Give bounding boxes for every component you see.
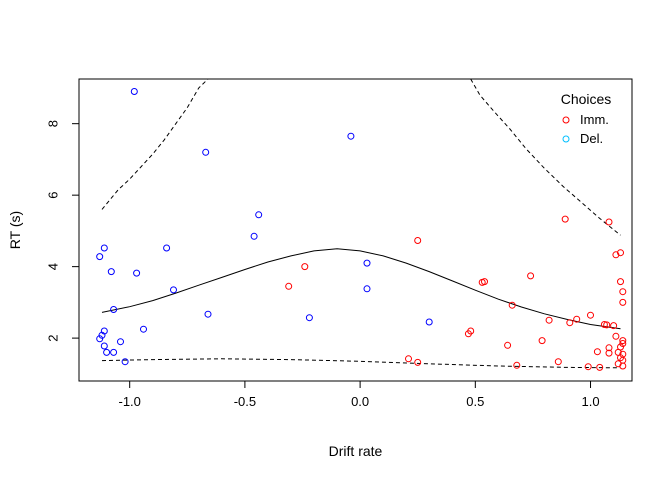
point-del-8 <box>110 348 118 356</box>
dashed-curve-3 <box>101 358 621 369</box>
point-del-6 <box>103 348 111 356</box>
point-imm-30 <box>612 332 620 340</box>
solid-curve-0 <box>101 248 621 330</box>
legend: Choices Imm. Del. <box>561 91 612 146</box>
point-imm-10 <box>508 301 516 309</box>
legend-title: Choices <box>561 91 612 107</box>
point-imm-16 <box>561 215 569 223</box>
x-tick-label: -0.5 <box>234 394 256 409</box>
point-imm-24 <box>603 321 611 329</box>
y-axis: 2 4 6 8 <box>46 120 80 342</box>
legend-entry-label: Del. <box>580 131 603 146</box>
point-imm-6 <box>467 327 475 335</box>
x-tick-label: 1.0 <box>581 394 599 409</box>
point-del-12 <box>130 88 138 95</box>
point-del-17 <box>202 148 210 156</box>
point-imm-19 <box>584 363 592 371</box>
point-imm-9 <box>504 341 512 349</box>
fitted-curves <box>101 79 621 369</box>
point-imm-27 <box>605 218 613 226</box>
y-tick-label: 8 <box>46 120 61 127</box>
legend-marker <box>562 116 570 124</box>
point-del-22 <box>347 132 355 140</box>
point-imm-33 <box>617 343 624 351</box>
point-del-9 <box>110 306 118 313</box>
point-del-18 <box>204 310 212 318</box>
point-del-10 <box>117 338 124 346</box>
point-del-25 <box>425 318 433 326</box>
point-imm-42 <box>619 298 627 306</box>
x-tick-label: 0.0 <box>351 394 369 409</box>
point-imm-28 <box>610 322 618 330</box>
point-imm-26 <box>605 349 613 357</box>
x-tick-label: -1.0 <box>118 394 140 409</box>
point-del-19 <box>250 232 258 240</box>
point-del-23 <box>363 259 371 267</box>
point-del-4 <box>100 327 108 335</box>
point-imm-0 <box>285 282 293 290</box>
point-imm-12 <box>527 272 535 280</box>
point-del-15 <box>163 244 171 252</box>
point-del-0 <box>96 253 104 261</box>
point-imm-11 <box>513 361 521 369</box>
x-axis: -1.0 -0.5 0.0 0.5 1.0 <box>118 380 600 409</box>
point-del-1 <box>96 335 104 343</box>
point-del-13 <box>133 269 141 277</box>
point-del-14 <box>140 325 147 333</box>
point-imm-8 <box>481 278 488 286</box>
point-imm-20 <box>587 311 594 319</box>
point-imm-18 <box>573 315 581 323</box>
x-axis-label: Drift rate <box>329 443 383 459</box>
data-points <box>96 88 627 371</box>
point-del-24 <box>363 285 371 293</box>
point-imm-17 <box>566 319 574 327</box>
y-tick-label: 4 <box>46 263 61 270</box>
point-del-11 <box>121 358 129 366</box>
point-imm-14 <box>545 316 553 324</box>
point-imm-43 <box>619 362 627 370</box>
x-tick-label: 0.5 <box>466 394 484 409</box>
point-imm-21 <box>593 348 601 356</box>
y-axis-label: RT (s) <box>7 211 23 249</box>
point-imm-25 <box>605 344 613 352</box>
dashed-curve-1 <box>101 79 209 210</box>
legend-marker <box>562 135 570 143</box>
point-del-16 <box>170 286 177 294</box>
point-imm-4 <box>414 237 422 244</box>
point-imm-15 <box>554 358 562 366</box>
point-del-21 <box>305 314 313 322</box>
point-del-3 <box>100 342 108 350</box>
point-imm-40 <box>619 337 627 345</box>
point-imm-13 <box>538 337 546 345</box>
point-imm-37 <box>619 340 627 347</box>
point-imm-22 <box>596 363 604 371</box>
point-imm-1 <box>301 263 309 271</box>
point-imm-2 <box>405 355 412 363</box>
y-tick-label: 6 <box>46 192 61 199</box>
point-imm-35 <box>617 249 624 257</box>
point-imm-41 <box>619 288 627 296</box>
point-del-7 <box>107 268 115 276</box>
plot-frame <box>78 78 633 382</box>
dashed-curve-2 <box>470 79 621 236</box>
y-tick-label: 2 <box>46 334 61 341</box>
point-del-5 <box>100 244 108 252</box>
legend-entry-label: Imm. <box>580 112 609 127</box>
point-imm-36 <box>617 278 624 286</box>
point-del-20 <box>255 211 263 219</box>
point-imm-3 <box>414 358 422 366</box>
